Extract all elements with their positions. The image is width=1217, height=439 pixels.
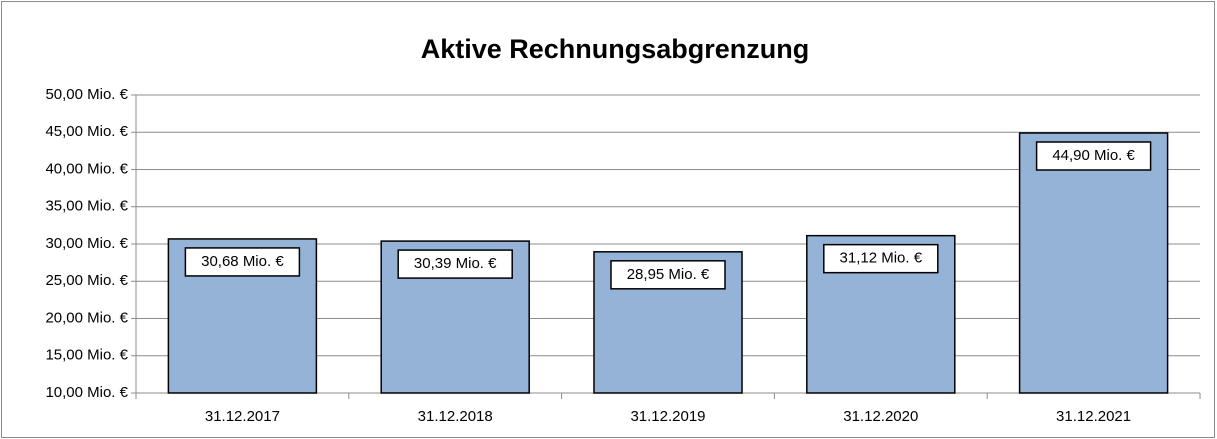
x-tick-label: 31.12.2019 <box>630 408 705 425</box>
y-tick-label: 10,00 Mio. € <box>45 384 128 401</box>
y-tick-label: 15,00 Mio. € <box>45 347 128 364</box>
data-label: 30,68 Mio. € <box>201 253 284 270</box>
x-tick-label: 31.12.2020 <box>843 408 918 425</box>
data-label-box <box>1035 141 1152 171</box>
chart-title: Aktive Rechnungsabgrenzung <box>421 34 810 64</box>
y-tick-label: 30,00 Mio. € <box>45 235 128 252</box>
data-label-box <box>397 249 513 279</box>
data-label: 44,90 Mio. € <box>1052 147 1135 164</box>
y-tick-label: 50,00 Mio. € <box>45 86 128 103</box>
y-tick-label: 35,00 Mio. € <box>45 198 128 215</box>
data-label-box <box>184 247 301 277</box>
x-tick-label: 31.12.2021 <box>1056 408 1131 425</box>
data-label: 31,12 Mio. € <box>840 250 923 267</box>
data-label: 30,39 Mio. € <box>414 255 497 272</box>
x-tick-label: 31.12.2017 <box>205 408 280 425</box>
bar <box>1018 132 1169 394</box>
data-label-box <box>823 243 939 274</box>
y-tick-label: 20,00 Mio. € <box>45 309 128 326</box>
x-tick-label: 31.12.2018 <box>418 408 493 425</box>
y-tick-label: 40,00 Mio. € <box>45 160 128 177</box>
data-label-box <box>610 260 726 290</box>
y-tick-label: 45,00 Mio. € <box>45 123 128 140</box>
data-label: 28,95 Mio. € <box>627 266 710 283</box>
y-tick-label: 25,00 Mio. € <box>45 272 128 289</box>
